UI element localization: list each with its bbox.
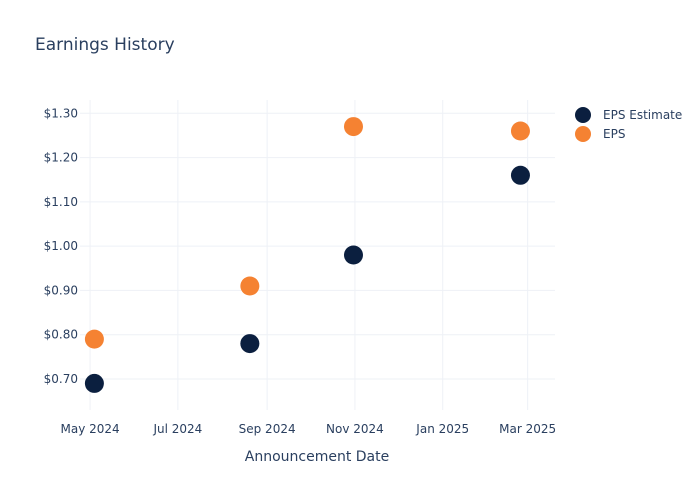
y-tick-label: $1.10 [44, 195, 78, 209]
legend-label[interactable]: EPS Estimate [603, 108, 682, 122]
legend-label[interactable]: EPS [603, 127, 625, 141]
data-point-eps[interactable] [84, 329, 104, 349]
x-tick-label: Sep 2024 [239, 422, 296, 436]
x-tick-label: Nov 2024 [326, 422, 384, 436]
y-tick-label: $1.20 [44, 151, 78, 165]
data-point-eps[interactable] [343, 117, 363, 137]
y-tick-label: $1.30 [44, 106, 78, 120]
x-tick-label: Mar 2025 [499, 422, 556, 436]
x-tick-label: Jan 2025 [415, 422, 469, 436]
data-point-eps[interactable] [510, 121, 530, 141]
y-tick-label: $0.80 [44, 328, 78, 342]
x-axis-title: Announcement Date [245, 449, 389, 465]
legend-marker[interactable] [575, 126, 591, 142]
y-tick-label: $1.00 [44, 239, 78, 253]
legend[interactable]: EPS Estimate EPS [575, 107, 682, 142]
data-point-eps-estimate[interactable] [343, 245, 363, 265]
x-tick-label: May 2024 [60, 422, 119, 436]
chart-title: Earnings History [35, 35, 175, 55]
x-tick-label: Jul 2024 [152, 422, 202, 436]
tick-layer: $0.70 $0.80 $0.90 $1.00 $1.10 $1.20 $1.30 May 2… [44, 106, 557, 436]
y-tick-label: $0.90 [44, 283, 78, 297]
data-point-eps-estimate[interactable] [84, 373, 104, 393]
y-tick-label: $0.70 [44, 372, 78, 386]
data-point-eps[interactable] [240, 276, 260, 296]
data-point-eps-estimate[interactable] [510, 165, 530, 185]
point-layer [84, 117, 530, 393]
legend-marker[interactable] [575, 107, 591, 123]
data-point-eps-estimate[interactable] [240, 334, 260, 354]
